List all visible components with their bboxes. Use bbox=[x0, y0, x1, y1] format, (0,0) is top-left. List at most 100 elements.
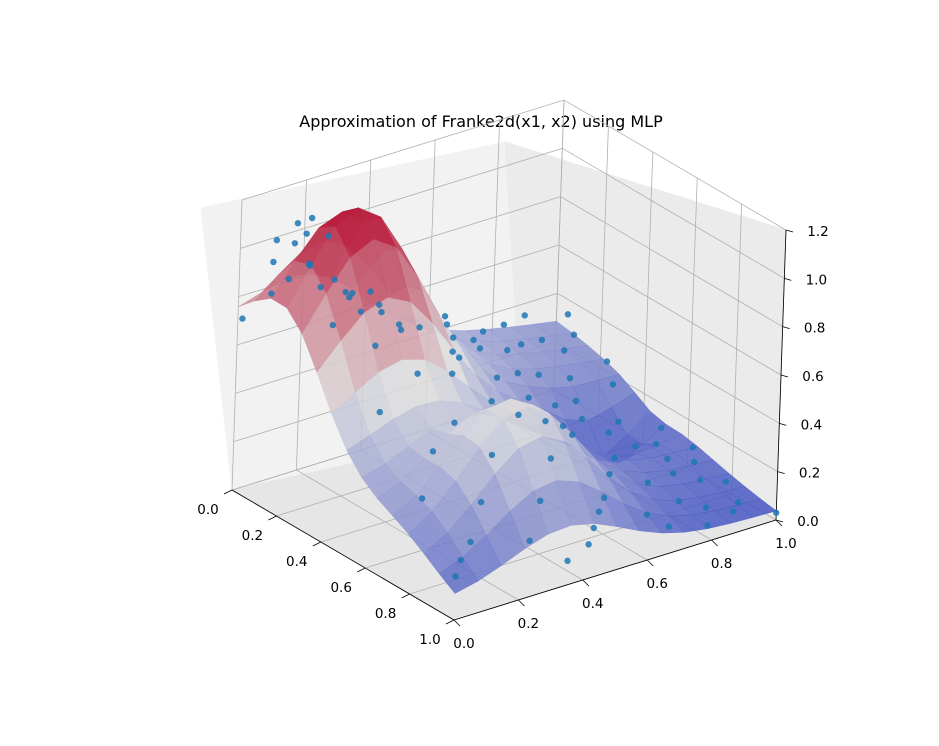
sample-point bbox=[477, 498, 485, 506]
sample-point bbox=[729, 508, 737, 515]
sample-point bbox=[609, 381, 617, 388]
sample-point bbox=[376, 408, 383, 416]
x1-tick-label: 0.2 bbox=[242, 528, 263, 544]
sample-point bbox=[504, 347, 511, 354]
sample-point bbox=[564, 311, 572, 318]
x1-tick-label: 1.0 bbox=[419, 632, 440, 648]
sample-point bbox=[367, 288, 374, 295]
sample-point bbox=[378, 308, 385, 316]
x2-tick-mark bbox=[518, 599, 525, 607]
x2-tick-mark bbox=[453, 619, 461, 627]
sample-point bbox=[331, 276, 338, 283]
sample-point bbox=[525, 394, 532, 401]
sample-point bbox=[603, 358, 611, 365]
sample-point bbox=[670, 470, 677, 477]
sample-point bbox=[357, 308, 365, 315]
sample-point bbox=[457, 556, 464, 564]
x1-tick-label: 0.0 bbox=[197, 502, 218, 518]
sample-point bbox=[329, 321, 337, 329]
sample-point bbox=[294, 220, 302, 227]
z-tick-label: 1.2 bbox=[807, 224, 828, 240]
sample-point bbox=[702, 504, 710, 511]
sample-point bbox=[346, 294, 353, 301]
sample-point bbox=[372, 342, 379, 349]
z-tick-mark bbox=[779, 422, 787, 426]
sample-point bbox=[570, 331, 578, 338]
sample-point bbox=[476, 345, 484, 352]
x1-axis-line bbox=[231, 489, 455, 621]
x2-axis-ticks: 0.0 0.2 0.4 0.6 0.8 1.0 bbox=[453, 519, 797, 652]
sample-point bbox=[578, 415, 586, 423]
x2-tick-mark bbox=[775, 519, 783, 527]
sample-point bbox=[675, 497, 683, 505]
sample-point bbox=[303, 230, 310, 237]
sample-point bbox=[665, 523, 673, 530]
sample-point bbox=[652, 440, 660, 448]
sample-point bbox=[414, 370, 421, 377]
grid-line bbox=[241, 99, 787, 231]
sample-point bbox=[467, 538, 474, 546]
sample-point bbox=[569, 431, 576, 438]
sample-point bbox=[448, 370, 456, 377]
sample-point bbox=[273, 236, 281, 244]
sample-point bbox=[306, 260, 313, 267]
sample-point bbox=[270, 258, 277, 266]
sample-point bbox=[470, 336, 477, 344]
z-axis-ticks: 0.0 0.2 0.4 0.6 0.8 1.0 1.2 bbox=[775, 224, 829, 530]
sample-point bbox=[535, 371, 542, 378]
sample-point bbox=[722, 478, 729, 485]
sample-point bbox=[376, 301, 383, 308]
x2-axis-line bbox=[453, 519, 777, 621]
z-tick-mark bbox=[782, 326, 790, 330]
sample-point bbox=[537, 497, 544, 505]
sample-point bbox=[689, 444, 697, 451]
x2-tick-label: 1.0 bbox=[775, 536, 796, 552]
sample-point bbox=[643, 511, 651, 518]
sample-point bbox=[566, 374, 574, 382]
sample-points bbox=[239, 214, 780, 580]
x2-tick-label: 0.8 bbox=[711, 556, 732, 572]
z-tick-label: 1.0 bbox=[806, 272, 827, 288]
sample-point bbox=[514, 370, 521, 377]
z-tick-mark bbox=[784, 277, 792, 281]
sample-point bbox=[285, 275, 293, 283]
z-tick-label: 0.8 bbox=[804, 321, 825, 337]
sample-point bbox=[690, 458, 698, 466]
sample-point bbox=[268, 290, 275, 297]
sample-point bbox=[704, 522, 711, 529]
x2-tick-label: 0.4 bbox=[582, 596, 603, 612]
x1-tick-label: 0.8 bbox=[375, 606, 396, 622]
sample-point bbox=[559, 422, 567, 430]
sample-point bbox=[547, 455, 555, 462]
sample-point bbox=[317, 283, 325, 291]
sample-point bbox=[572, 397, 580, 405]
sample-point bbox=[658, 424, 665, 432]
z-tick-mark bbox=[780, 374, 789, 378]
sample-point bbox=[564, 557, 571, 565]
x2-tick-label: 0.0 bbox=[453, 636, 474, 652]
z-tick-label: 0.0 bbox=[797, 514, 818, 530]
z-tick-mark bbox=[775, 519, 784, 523]
sample-point bbox=[595, 508, 603, 515]
x2-tick-mark bbox=[711, 539, 718, 547]
z-tick-label: 0.2 bbox=[799, 466, 820, 482]
sample-point bbox=[615, 418, 622, 425]
x1-tick-mark bbox=[312, 541, 321, 547]
sample-point bbox=[644, 479, 652, 486]
z-tick-label: 0.6 bbox=[802, 369, 823, 385]
x1-tick-mark bbox=[401, 593, 410, 599]
x2-tick-label: 0.2 bbox=[518, 616, 539, 632]
sample-point bbox=[538, 336, 546, 344]
x1-tick-mark bbox=[357, 567, 366, 573]
sample-point bbox=[600, 494, 608, 501]
sample-point bbox=[418, 495, 426, 502]
sample-point bbox=[455, 354, 463, 361]
sample-point bbox=[397, 326, 405, 334]
sample-point bbox=[488, 451, 496, 459]
sample-point bbox=[488, 398, 495, 405]
surface-mesh bbox=[238, 207, 777, 594]
surface-facet bbox=[439, 557, 479, 594]
sample-point bbox=[632, 442, 639, 450]
x1-tick-mark bbox=[445, 619, 455, 625]
